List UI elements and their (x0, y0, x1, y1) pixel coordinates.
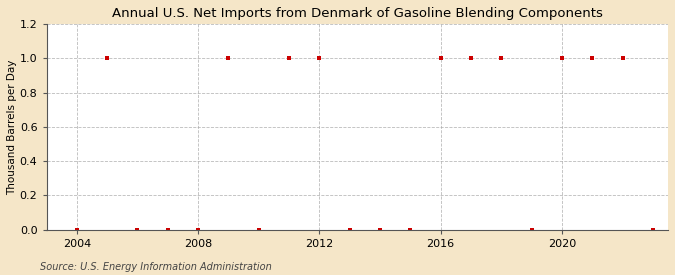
Y-axis label: Thousand Barrels per Day: Thousand Barrels per Day (7, 59, 17, 194)
Title: Annual U.S. Net Imports from Denmark of Gasoline Blending Components: Annual U.S. Net Imports from Denmark of … (112, 7, 603, 20)
Text: Source: U.S. Energy Information Administration: Source: U.S. Energy Information Administ… (40, 262, 272, 272)
